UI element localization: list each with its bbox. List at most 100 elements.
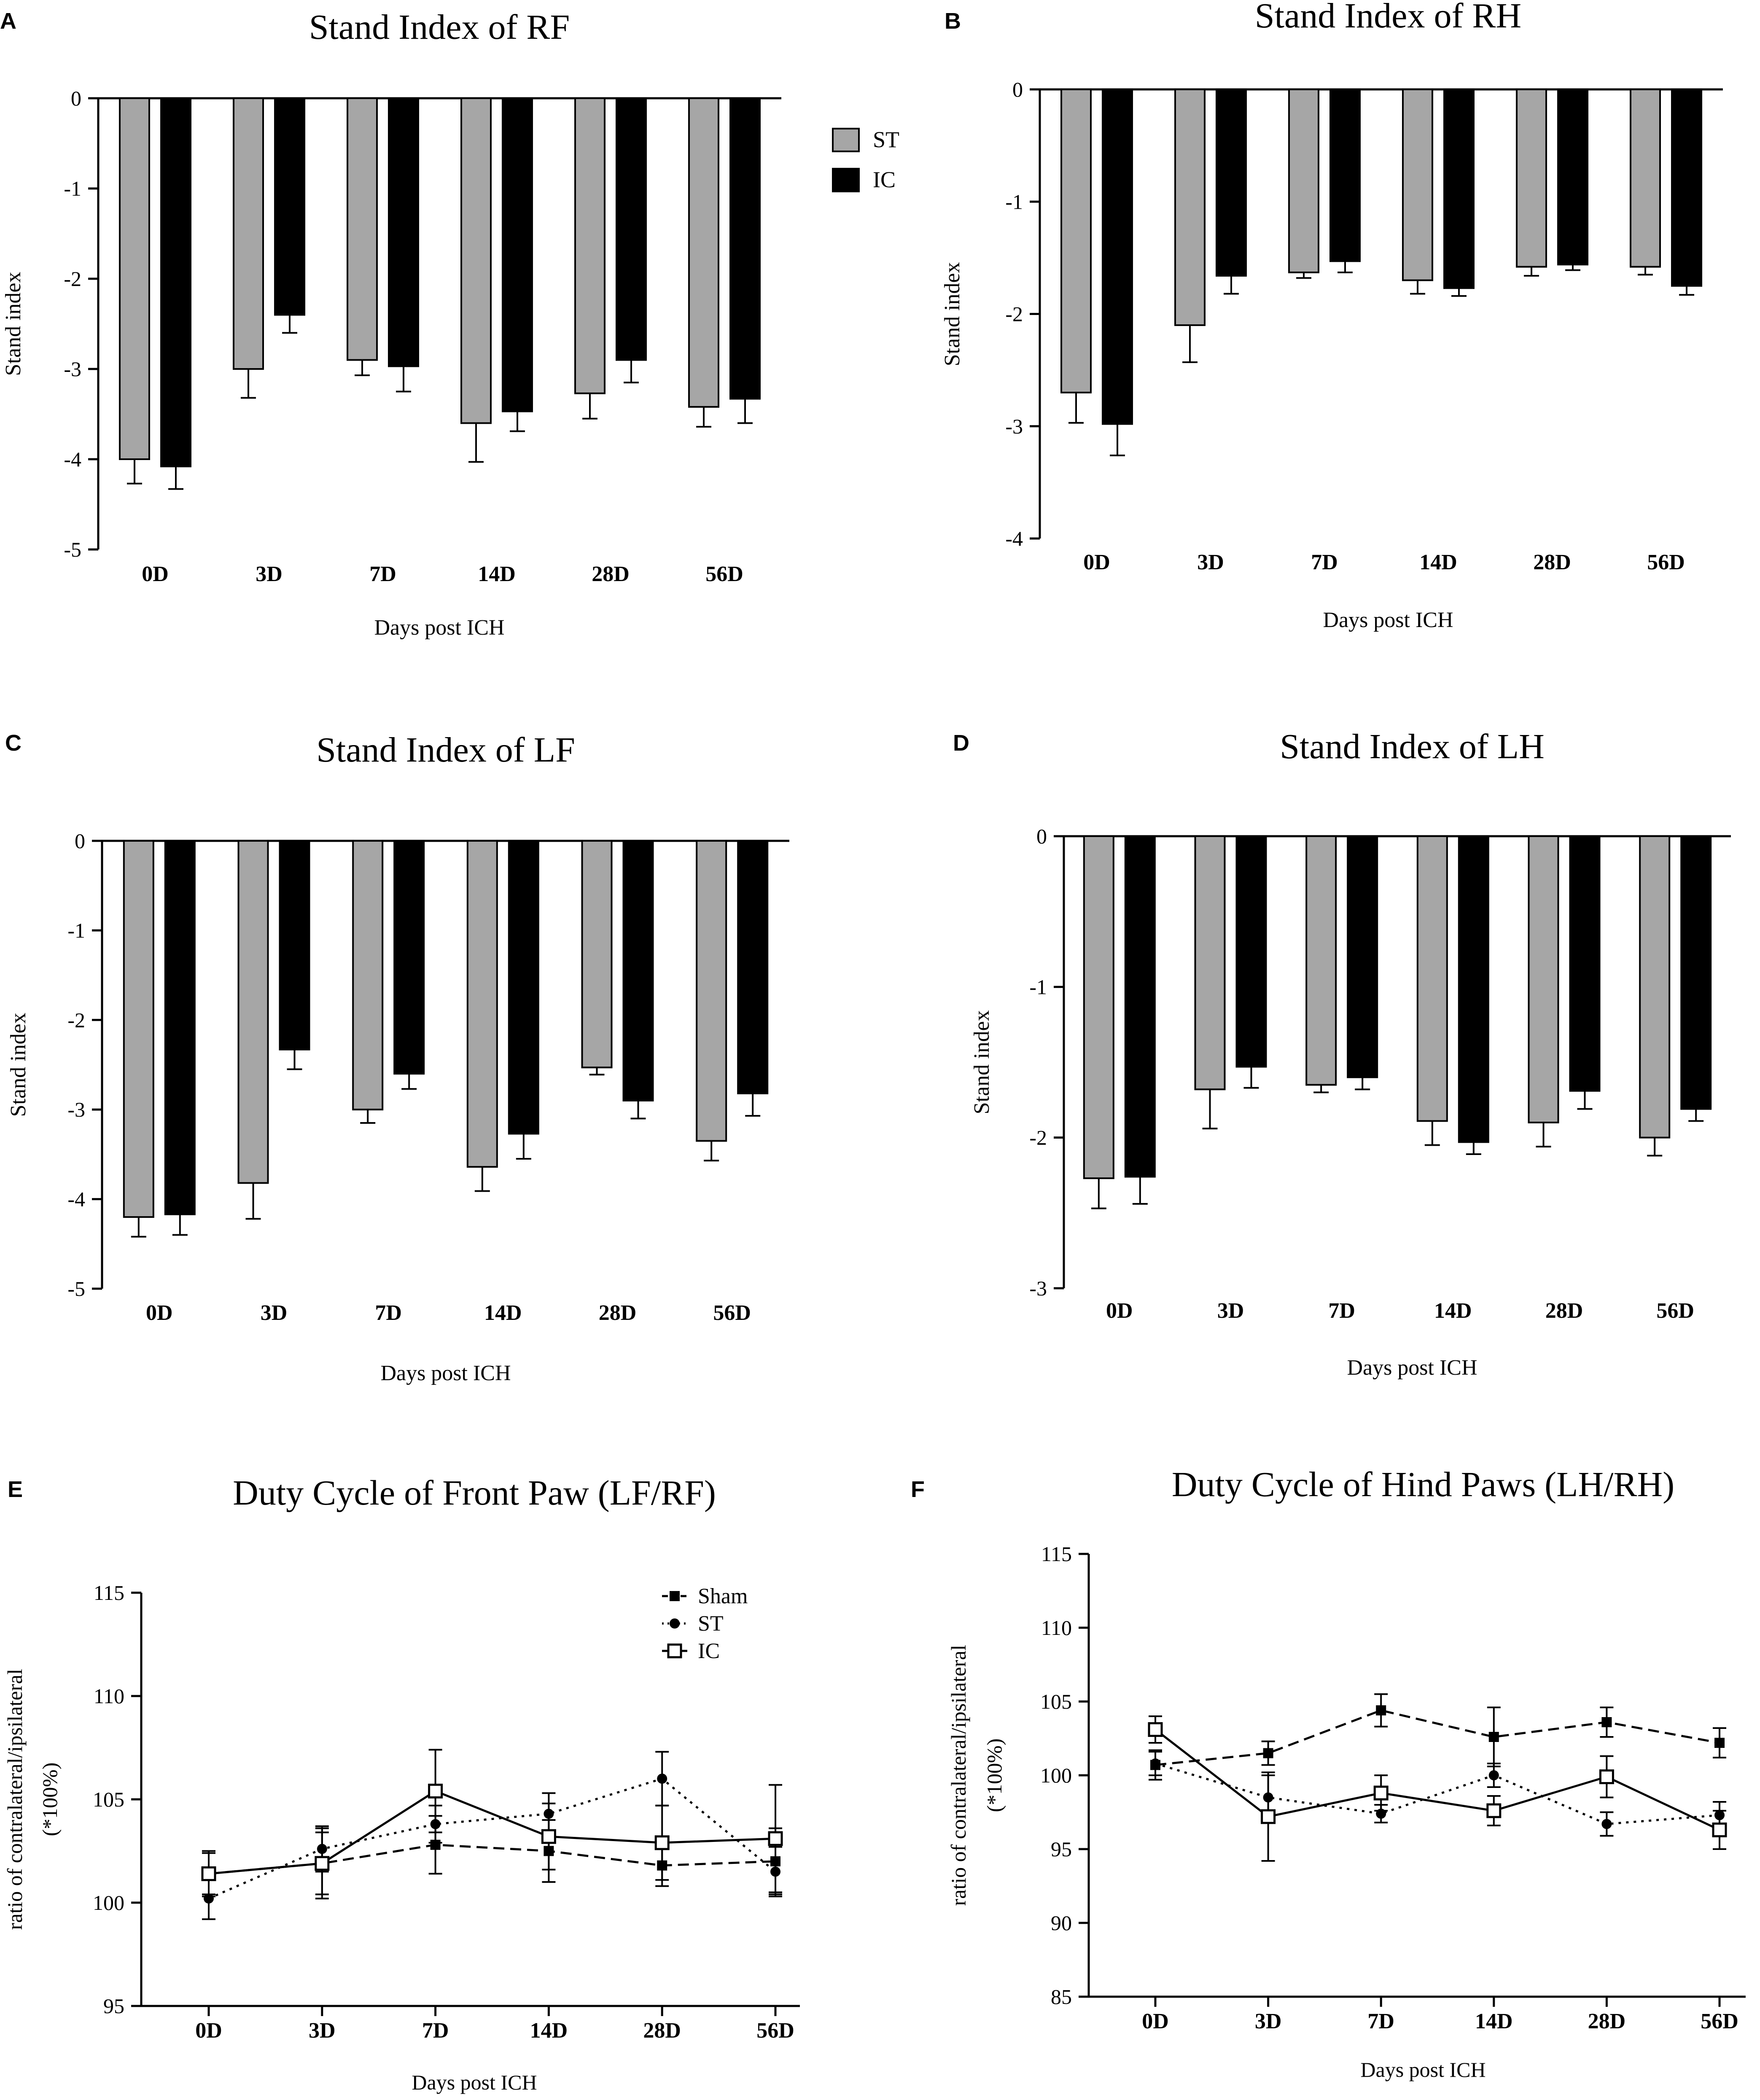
bar-st-28d	[1516, 89, 1547, 268]
y-axis-title: Stand index	[970, 1010, 994, 1115]
bar-ic-7d	[1347, 835, 1378, 1078]
y-axis-title: Stand index	[1, 272, 25, 376]
y-tick-label: 100	[1040, 1763, 1072, 1787]
x-axis-title: Days post ICH	[380, 1361, 511, 1385]
x-tick-label: 56D	[705, 562, 743, 586]
x-axis-title: Days post ICH	[1360, 2058, 1486, 2081]
chart-duty-cycle-hind: Duty Cycle of Hind Paws (LH/RH) Days post…	[947, 1465, 1746, 2081]
y-axis-title-unit: (*100%)	[982, 1739, 1006, 1812]
chart-stand-index-rf: Stand Index of RF Days post ICH Stand inde…	[1, 8, 899, 640]
legend-marker-st	[670, 1618, 680, 1629]
legend-label-sham: Sham	[698, 1584, 748, 1608]
bar-ic-0d	[1124, 835, 1156, 1178]
x-tick-label: 56D	[1647, 550, 1685, 574]
x-tick-label: 28D	[599, 1301, 637, 1325]
y-tick-label: 95	[103, 1994, 124, 2018]
chart-stand-index-rh: Stand Index of RH Days post ICH Stand inde…	[940, 0, 1723, 632]
x-tick-label: 56D	[713, 1301, 751, 1325]
chart-duty-cycle-front: Duty Cycle of Front Paw (LF/RF) Days post…	[3, 1473, 800, 2094]
point-ic-28d	[654, 1835, 670, 1850]
x-tick-label: 28D	[1533, 550, 1571, 574]
x-tick-label: 28D	[592, 562, 630, 586]
bar-ic-28d	[616, 97, 647, 361]
bar-ic-0d	[164, 840, 196, 1215]
bar-st-56d	[696, 840, 727, 1142]
y-axis-title: Stand index	[940, 262, 964, 366]
bar-ic-3d	[274, 97, 305, 316]
y-tick-label: 100	[93, 1891, 124, 1914]
x-tick-label: 0D	[146, 1301, 173, 1325]
series-line-ic	[1154, 1728, 1720, 1831]
point-st-14d	[1488, 1770, 1499, 1780]
bar-ic-14d	[502, 97, 533, 412]
chart-title: Duty Cycle of Hind Paws (LH/RH)	[1172, 1465, 1674, 1504]
y-tick-label: 0	[1036, 824, 1047, 848]
y-tick-label: -1	[67, 918, 85, 942]
x-tick-label: 28D	[1588, 2009, 1626, 2033]
y-tick-label: 105	[1040, 1690, 1072, 1713]
chart-title: Stand Index of LF	[316, 730, 575, 770]
bar-st-28d	[574, 97, 606, 394]
bar-ic-28d	[1569, 835, 1601, 1092]
x-tick-label: 7D	[375, 1301, 402, 1325]
x-tick-label: 56D	[1656, 1299, 1694, 1323]
bar-st-14d	[460, 97, 492, 424]
point-ic-56d	[768, 1831, 783, 1846]
y-tick-label: 115	[94, 1581, 124, 1605]
bar-ic-56d	[737, 840, 769, 1094]
y-tick-label: 95	[1051, 1837, 1072, 1861]
panel-letter-e: E	[8, 1477, 23, 1502]
panel-letter-f: F	[911, 1477, 925, 1502]
bar-st-3d	[1194, 835, 1226, 1090]
x-tick-label: 0D	[1106, 1299, 1133, 1323]
bar-ic-0d	[1102, 89, 1133, 425]
y-tick-label: -2	[67, 1008, 85, 1032]
x-tick-label: 14D	[478, 562, 516, 586]
y-tick-label: 85	[1051, 1985, 1072, 2008]
point-st-28d	[657, 1774, 667, 1784]
y-tick-label: 0	[75, 829, 85, 853]
y-axis-title: ratio of contralateral/ipsilateral	[3, 1669, 27, 1930]
bar-ic-7d	[388, 97, 419, 367]
bar-st-7d	[352, 840, 384, 1111]
point-ic-56d	[1712, 1823, 1727, 1837]
point-sham-7d	[1376, 1705, 1386, 1715]
bar-st-3d	[1174, 89, 1206, 326]
x-tick-label: 0D	[1142, 2009, 1169, 2033]
y-tick-label: 110	[94, 1684, 124, 1708]
y-tick-label: -3	[67, 1098, 85, 1121]
x-tick-label: 3D	[261, 1301, 288, 1325]
point-ic-14d	[1486, 1803, 1502, 1818]
chart-title: Duty Cycle of Front Paw (LF/RF)	[233, 1473, 716, 1513]
y-tick-label: 0	[1012, 78, 1023, 101]
y-tick-label: -1	[1005, 190, 1023, 213]
y-tick-label: 105	[93, 1788, 124, 1811]
point-ic-14d	[541, 1829, 556, 1844]
point-st-0d	[1150, 1758, 1160, 1769]
x-axis-title: Days post ICH	[374, 616, 504, 640]
y-tick-label: -5	[64, 538, 81, 561]
x-tick-label: 14D	[1475, 2009, 1513, 2033]
point-ic-7d	[1373, 1785, 1389, 1801]
x-tick-label: 3D	[1197, 550, 1224, 574]
x-axis-title: Days post ICH	[412, 2070, 537, 2094]
bar-st-3d	[237, 840, 269, 1184]
legend-marker-sham	[670, 1591, 680, 1601]
y-tick-label: -1	[64, 177, 81, 200]
point-st-28d	[1601, 1819, 1612, 1829]
panel-letter-a: A	[0, 8, 16, 34]
point-sham-14d	[1488, 1732, 1499, 1742]
bar-st-0d	[123, 840, 154, 1218]
legend-swatch-st	[832, 128, 860, 152]
x-tick-label: 3D	[1217, 1299, 1244, 1323]
y-axis-title: Stand index	[6, 1013, 30, 1117]
y-tick-label: 90	[1051, 1911, 1072, 1935]
point-sham-56d	[1714, 1738, 1725, 1748]
point-ic-0d	[201, 1866, 216, 1881]
x-tick-label: 7D	[1367, 2009, 1394, 2033]
y-tick-label: -4	[64, 447, 81, 471]
series-line-ic	[208, 1790, 776, 1875]
x-tick-label: 28D	[1545, 1299, 1583, 1323]
y-tick-label: -1	[1029, 975, 1047, 999]
bar-ic-28d	[1557, 89, 1588, 266]
